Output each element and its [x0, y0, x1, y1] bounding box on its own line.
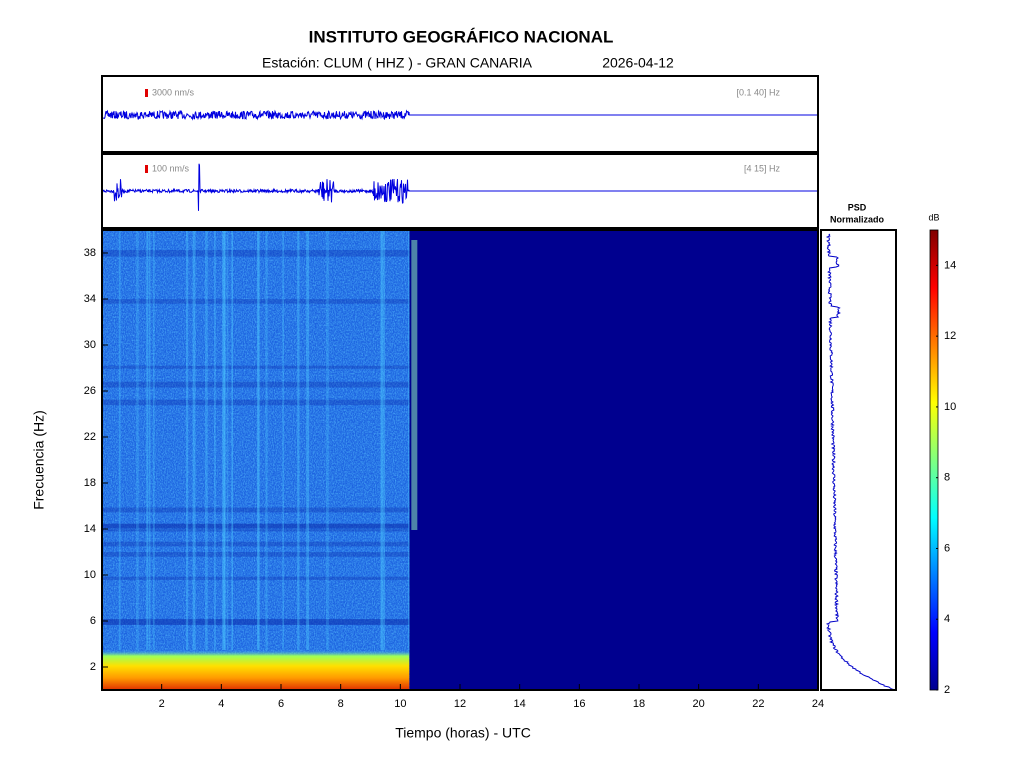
- spectrogram-streak: [186, 230, 189, 650]
- x-tick-label: 6: [278, 698, 284, 710]
- y-tick-label: 38: [84, 247, 96, 259]
- spectrogram-streak: [227, 230, 229, 650]
- x-tick-label: 8: [338, 698, 344, 710]
- spectrogram-streak: [205, 230, 208, 650]
- trace-scale: 3000 nm/s: [152, 87, 195, 97]
- psd-title: PSD: [848, 202, 867, 212]
- spectrogram-band: [102, 507, 410, 513]
- colorbar-tick-label: 14: [944, 259, 956, 271]
- date: 2026-04-12: [602, 55, 674, 71]
- x-tick-label: 14: [514, 698, 526, 710]
- spectrogram-streak: [282, 230, 285, 650]
- y-axis-label: Frecuencia (Hz): [31, 410, 47, 510]
- spectrogram-band: [102, 365, 410, 369]
- spectrogram-streak: [152, 230, 155, 650]
- spectrogram-streak: [222, 230, 225, 650]
- psd-frame: [820, 229, 897, 691]
- x-tick-label: 18: [633, 698, 645, 710]
- y-tick-label: 26: [84, 385, 96, 397]
- x-tick-label: 2: [159, 698, 165, 710]
- y-tick-label: 2: [90, 661, 96, 673]
- colorbar-tick-label: 2: [944, 684, 950, 696]
- spectrogram-streak: [382, 230, 386, 650]
- y-tick-label: 10: [84, 569, 96, 581]
- colorbar-tick-label: 6: [944, 542, 950, 554]
- x-tick-label: 24: [812, 698, 824, 710]
- spectrogram-streak: [265, 230, 268, 650]
- x-tick-label: 16: [573, 698, 585, 710]
- colorbar-tick-label: 12: [944, 330, 956, 342]
- spectrogram-texture: [102, 230, 410, 690]
- spectrogram-streak: [257, 230, 260, 650]
- spectrogram-streak: [231, 230, 233, 650]
- spectrogram-band: [102, 523, 410, 528]
- spectrogram-band: [102, 523, 410, 529]
- spectrogram-streak: [146, 230, 149, 650]
- waveform-frame: [101, 75, 819, 153]
- scale-bar: [145, 89, 148, 97]
- colorbar-tick-label: 10: [944, 401, 956, 413]
- trace-band: [4 15] Hz: [744, 163, 781, 173]
- y-tick-label: 14: [84, 523, 96, 535]
- spectrogram-band: [102, 619, 410, 625]
- colorbar: [929, 229, 939, 691]
- title: INSTITUTO GEOGRÁFICO NACIONAL: [309, 27, 614, 46]
- spectrogram-band: [102, 250, 410, 257]
- x-tick-label: 10: [394, 698, 406, 710]
- waveform: [101, 163, 818, 211]
- scale-bar: [145, 165, 148, 173]
- colorbar-tick-label: 8: [944, 472, 950, 484]
- waveform-frame: [101, 153, 819, 229]
- y-tick-label: 18: [84, 477, 96, 489]
- spectrogram-band: [102, 618, 410, 625]
- spectrogram-band: [102, 541, 410, 547]
- colorbar-tick-label: 4: [944, 613, 950, 625]
- spectrogram-streak: [297, 230, 300, 650]
- spectrogram-streak: [213, 230, 216, 650]
- y-tick-label: 22: [84, 431, 96, 443]
- spectrogram-streak: [380, 230, 383, 650]
- trace-scale: 100 nm/s: [152, 163, 190, 173]
- subtitle: Estación: CLUM ( HHZ ) - GRAN CANARIA: [262, 55, 533, 71]
- x-axis-label: Tiempo (horas) - UTC: [395, 725, 531, 741]
- waveform: [101, 109, 818, 121]
- x-tick-label: 4: [218, 698, 224, 710]
- spectrogram-streak: [408, 230, 410, 650]
- spectrogram-low-band: [102, 650, 410, 690]
- spectrogram-band: [102, 399, 410, 406]
- trace-band: [0.1 40] Hz: [736, 87, 780, 97]
- spectrogram-streak: [136, 230, 139, 650]
- spectrogram-band: [102, 576, 410, 580]
- x-tick-label: 22: [752, 698, 764, 710]
- x-tick-label: 12: [454, 698, 466, 710]
- spectrogram-streak: [411, 240, 418, 530]
- spectrogram-streak: [118, 230, 121, 650]
- spectrogram-streak: [306, 230, 310, 650]
- spectrogram-band: [102, 299, 410, 304]
- spectrogram-band: [102, 529, 410, 532]
- y-tick-label: 34: [84, 293, 96, 305]
- spectrogram-streak: [326, 230, 329, 650]
- spectrogram-band: [102, 381, 410, 388]
- y-tick-label: 6: [90, 615, 96, 627]
- psd-subtitle: Normalizado: [830, 214, 885, 224]
- psd-curve: [825, 233, 896, 691]
- colorbar-label: dB: [928, 212, 939, 222]
- y-tick-label: 30: [84, 339, 96, 351]
- x-tick-label: 20: [693, 698, 705, 710]
- spectrogram-band: [102, 552, 410, 557]
- spectrogram-streak: [223, 230, 227, 650]
- spectrogram-streak: [192, 230, 196, 650]
- spectrogram-streak: [148, 230, 151, 650]
